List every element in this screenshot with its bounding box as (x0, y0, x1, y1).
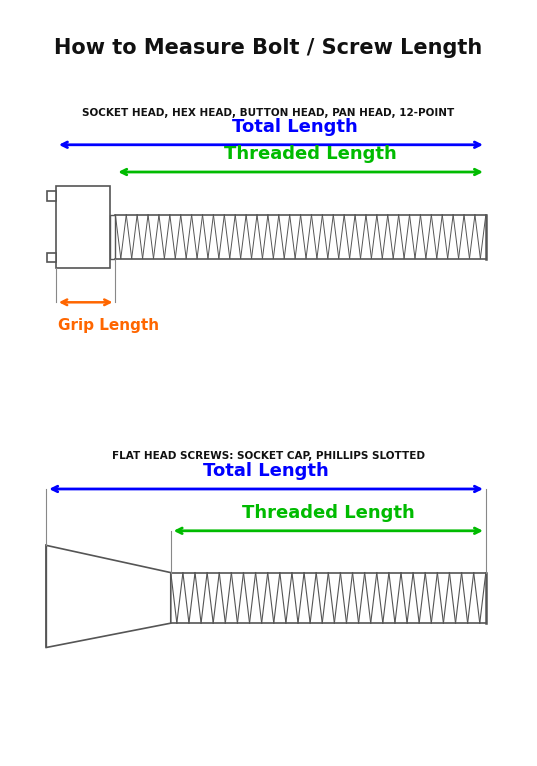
Bar (110, 214, 115, 259)
Text: SOCKET HEAD, HEX HEAD, BUTTON HEAD, PAN HEAD, 12-POINT: SOCKET HEAD, HEX HEAD, BUTTON HEAD, PAN … (82, 108, 455, 118)
Text: Total Length: Total Length (203, 462, 329, 480)
Text: Threaded Length: Threaded Length (242, 504, 415, 522)
Text: Threaded Length: Threaded Length (224, 146, 397, 163)
Bar (47, 192, 56, 201)
Text: FLAT HEAD SCREWS: SOCKET CAP, PHILLIPS SLOTTED: FLAT HEAD SCREWS: SOCKET CAP, PHILLIPS S… (112, 451, 425, 461)
Text: How to Measure Bolt / Screw Length: How to Measure Bolt / Screw Length (54, 38, 483, 57)
Text: Total Length: Total Length (233, 118, 358, 136)
Bar (47, 253, 56, 263)
Polygon shape (46, 545, 171, 647)
Text: Grip Length: Grip Length (58, 318, 159, 333)
Bar (56, 185, 110, 268)
